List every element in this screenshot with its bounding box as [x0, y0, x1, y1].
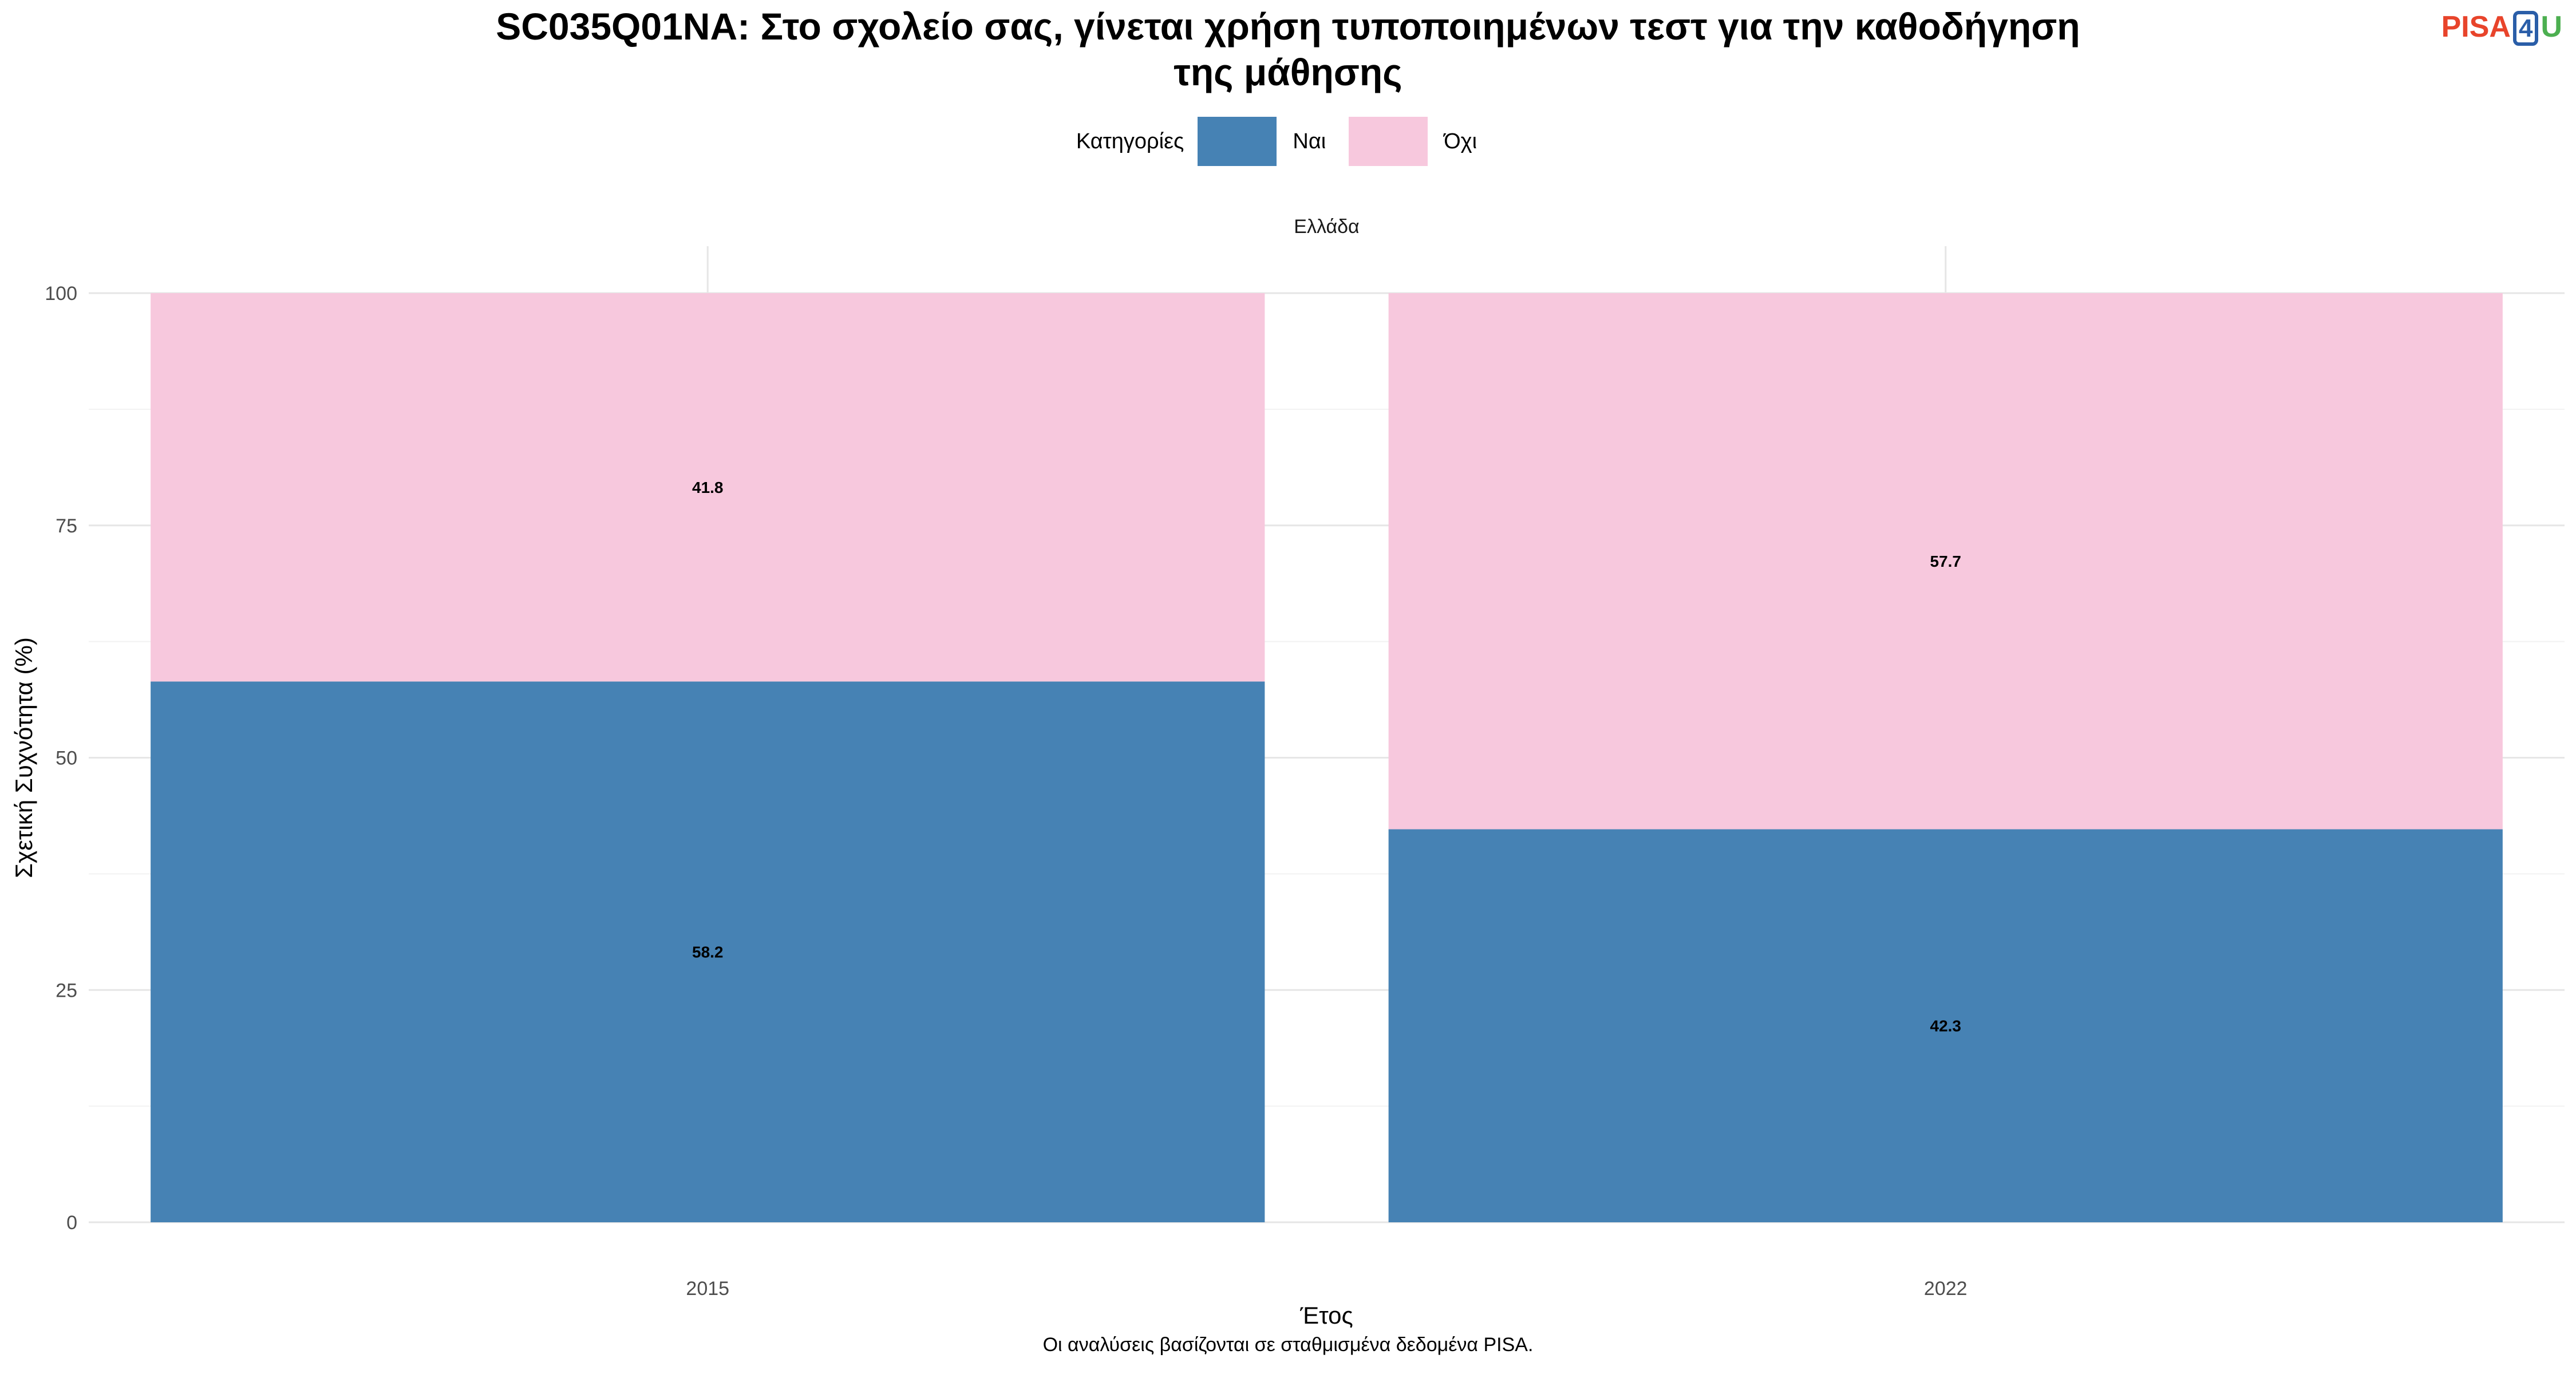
caption: Οι αναλύσεις βασίζονται σε σταθμισμένα δ… — [1042, 1334, 1534, 1356]
legend-label-nai: Ναι — [1293, 129, 1326, 153]
x-axis-title: Έτος — [1299, 1302, 1353, 1329]
bar-segment — [1388, 293, 2503, 830]
x-tick-label: 2022 — [1924, 1278, 1967, 1300]
bar-data-label: 42.3 — [1930, 1017, 1962, 1035]
y-tick-label: 50 — [56, 748, 77, 769]
legend: Κατηγορίες Ναι Όχι — [0, 117, 2576, 166]
y-axis-title: Σχετική Συχνότητα (%) — [10, 637, 37, 878]
facet-label: Ελλάδα — [1294, 216, 1359, 238]
y-tick-label: 0 — [66, 1212, 77, 1234]
bar-segment — [151, 293, 1265, 682]
bar-data-label: 57.7 — [1930, 552, 1962, 570]
chart-title: SC035Q01NA: Στο σχολείο σας, γίνεται χρή… — [0, 3, 2576, 95]
legend-title: Κατηγορίες — [1076, 129, 1184, 153]
legend-swatch-nai — [1198, 117, 1277, 166]
logo-text-pisa: PISA — [2441, 10, 2511, 44]
bar-data-label: 41.8 — [692, 479, 724, 496]
y-tick-label: 100 — [45, 283, 77, 305]
logo-text-4: 4 — [2512, 11, 2539, 46]
chart-title-line-2: της μάθησης — [1174, 51, 1402, 93]
legend-swatch-ochi — [1349, 117, 1428, 166]
legend-label-ochi: Όχι — [1444, 129, 1477, 153]
y-tick-label: 25 — [56, 980, 77, 1001]
bar-segment — [1388, 829, 2503, 1222]
x-tick-label: 2015 — [686, 1278, 729, 1300]
chart-title-line-1: SC035Q01NA: Στο σχολείο σας, γίνεται χρή… — [496, 5, 2080, 48]
bar-segment — [151, 681, 1265, 1222]
bar-data-label: 58.2 — [692, 943, 724, 961]
logo-text-u: U — [2541, 10, 2562, 44]
y-tick-label: 75 — [56, 515, 77, 537]
pisa4u-logo: PISA 4 U — [2441, 7, 2562, 49]
